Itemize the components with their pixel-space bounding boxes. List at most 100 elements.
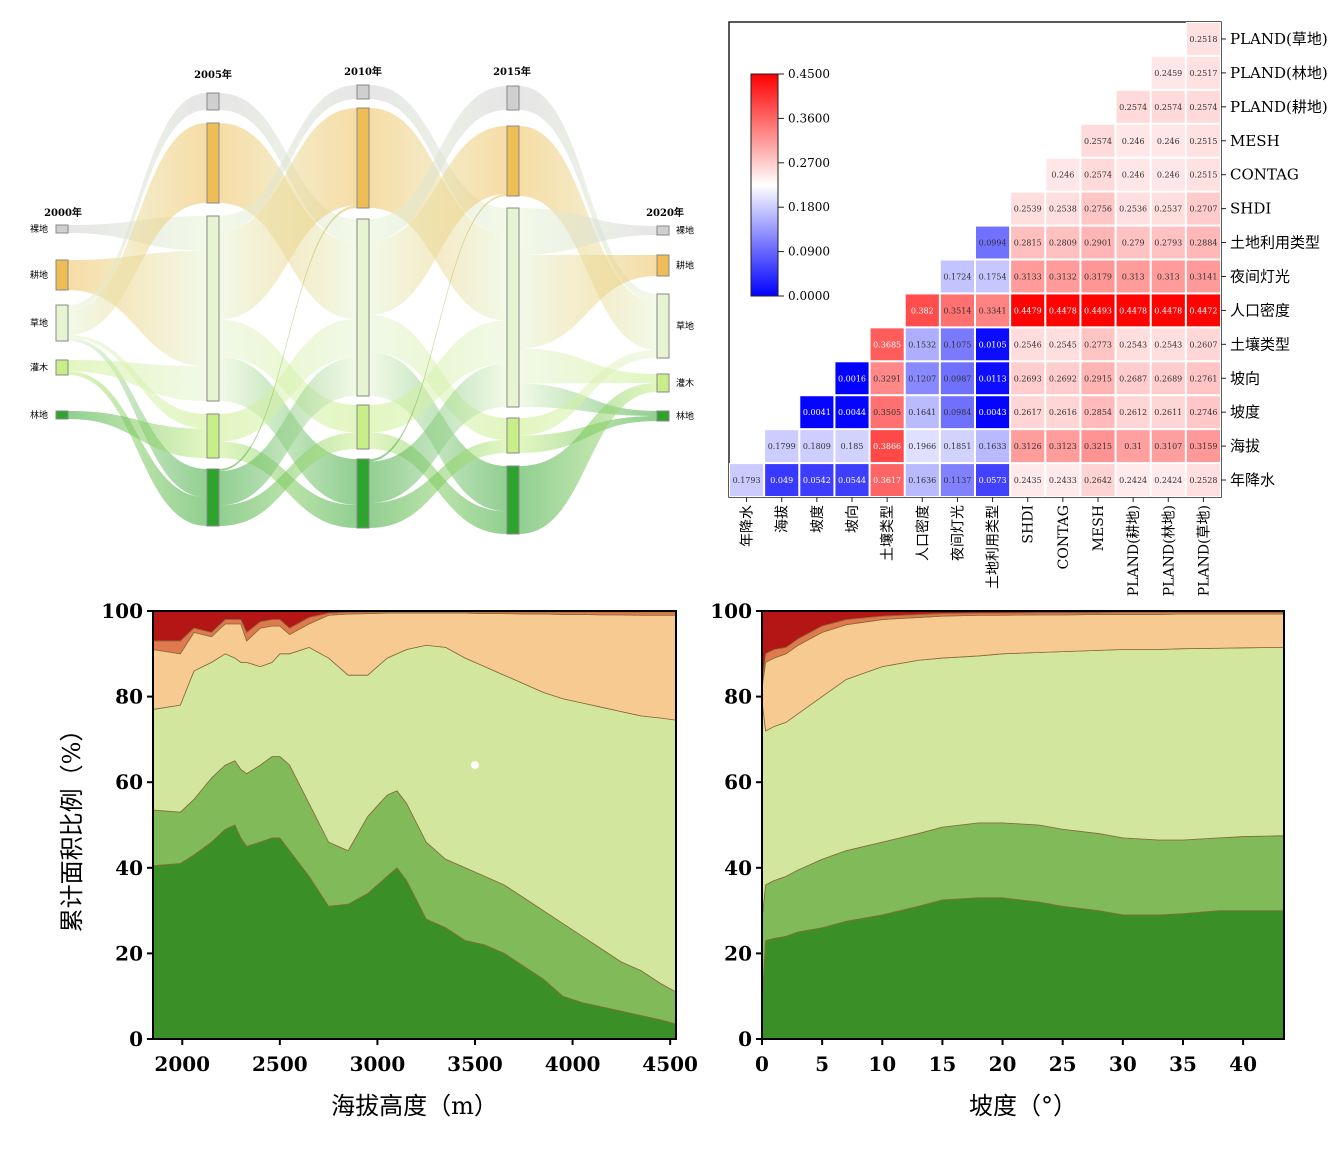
- heatmap-cell-value: 0.246: [1122, 171, 1145, 180]
- sankey-node-label: 裸地: [30, 223, 48, 235]
- sankey-link: [219, 205, 357, 472]
- heatmap-cell: [1185, 361, 1222, 396]
- sankey-node: [206, 122, 220, 204]
- heatmap-cell-value: 0.2574: [1084, 137, 1112, 146]
- heatmap-cell: [1045, 225, 1081, 260]
- row-label: 土地利用类型: [1230, 234, 1320, 252]
- column-label: 人口密度: [914, 505, 931, 561]
- heatmap-cell: [1010, 361, 1046, 396]
- sankey-node: [206, 468, 220, 527]
- y-tick-label: 100: [710, 599, 752, 623]
- heatmap-cell-value: 0.3123: [1049, 442, 1077, 451]
- sankey-node: [55, 304, 69, 342]
- heatmap-cell: [764, 463, 800, 498]
- x-tick-label: 5: [815, 1052, 829, 1076]
- sankey-node: [206, 413, 220, 459]
- heatmap-cell-value: 0.0573: [979, 476, 1007, 485]
- sankey-node: [356, 458, 370, 529]
- heatmap-cell: [939, 327, 975, 362]
- heatmap-cell-value: 0.2707: [1189, 205, 1217, 214]
- column-label: 坡向: [845, 505, 861, 533]
- heatmap-cell-value: 0.313: [1122, 272, 1145, 281]
- heatmap-cell-value: 0.1793: [733, 476, 761, 485]
- heatmap-cell-value: 0.2901: [1084, 239, 1112, 248]
- heatmap-cell-value: 0.2607: [1189, 340, 1217, 349]
- heatmap-cell-value: 0.3141: [1189, 272, 1217, 281]
- heatmap-cell-value: 0.2574: [1189, 103, 1217, 112]
- heatmap-cell: [1045, 293, 1081, 328]
- heatmap-cell: [834, 395, 870, 430]
- heatmap-cell: [1080, 361, 1116, 396]
- heatmap-cell-value: 0.1207: [908, 374, 936, 383]
- x-tick-label: 30: [1109, 1052, 1137, 1076]
- heatmap-cell-value: 0.2537: [1154, 205, 1182, 214]
- sankey-column-label: 2015年: [493, 65, 531, 78]
- heatmap-cell: [1115, 191, 1151, 226]
- heatmap-cell-value: 0.2693: [1014, 374, 1042, 383]
- heatmap-cell-value: 0.1799: [768, 442, 796, 451]
- column-label: MESH: [1091, 505, 1107, 551]
- sankey-node: [656, 373, 670, 393]
- heatmap-cell: [904, 327, 940, 362]
- sankey-link: [519, 254, 657, 349]
- x-tick-label: 40: [1229, 1052, 1257, 1076]
- heatmap-cell: [1080, 395, 1116, 430]
- sankey-column-label: 2020年: [646, 206, 684, 219]
- y-tick-label: 60: [724, 770, 752, 794]
- sankey-node: [506, 465, 520, 535]
- heatmap-cell-value: 0.1633: [979, 442, 1007, 451]
- column-label: PLAND(草地): [1196, 505, 1212, 596]
- column-label: SHDI: [1021, 505, 1037, 544]
- sankey-node: [506, 207, 520, 408]
- row-label: 土壤类型: [1230, 335, 1290, 353]
- heatmap-cell-value: 0.2433: [1049, 476, 1077, 485]
- heatmap-cell: [1115, 429, 1151, 464]
- sankey-column-label: 2000年: [44, 206, 82, 219]
- heatmap-cell-value: 0.2756: [1084, 205, 1112, 214]
- heatmap-cell: [1150, 429, 1186, 464]
- heatmap-cell-value: 0.4478: [1049, 306, 1077, 315]
- row-label: SHDI: [1230, 200, 1271, 218]
- heatmap-cell: [904, 429, 940, 464]
- sankey-node: [206, 215, 220, 402]
- heatmap-cell: [1045, 327, 1081, 362]
- heatmap-cell-value: 0.0043: [979, 408, 1007, 417]
- sankey-node: [206, 92, 220, 111]
- heatmap-cell-value: 0.3505: [873, 408, 901, 417]
- heatmap-cell-value: 0.4493: [1084, 306, 1112, 315]
- colorbar-tick-label: 0.0900: [788, 245, 830, 259]
- heatmap-cell: [1185, 327, 1222, 362]
- x-tick-label: 4000: [545, 1052, 601, 1076]
- heatmap-cell-value: 0.3107: [1154, 442, 1182, 451]
- heatmap-cell-value: 0.2642: [1084, 476, 1112, 485]
- heatmap-cell-value: 0.3159: [1189, 442, 1217, 451]
- sankey-node: [55, 259, 69, 291]
- y-tick-label: 40: [115, 856, 143, 880]
- row-label: 年降水: [1230, 471, 1275, 489]
- heatmap-cell-value: 0.246: [1051, 171, 1074, 180]
- heatmap-cell-value: 0.2574: [1154, 103, 1182, 112]
- heatmap-cell-value: 0.2815: [1014, 239, 1042, 248]
- heatmap-cell-value: 0.3291: [873, 374, 901, 383]
- heatmap-cell: [1080, 259, 1116, 294]
- heatmap-cell: [975, 395, 1011, 430]
- heatmap-cell: [1150, 225, 1186, 260]
- x-axis-label: 坡度（°）: [969, 1092, 1077, 1120]
- heatmap-cell-value: 0.2528: [1189, 476, 1217, 485]
- heatmap-cell: [869, 395, 905, 430]
- heatmap-cell-value: 0.2617: [1014, 408, 1042, 417]
- heatmap-cell: [1115, 395, 1151, 430]
- heatmap-cell-value: 0.2424: [1119, 476, 1147, 485]
- heatmap-cell-value: 0.3179: [1084, 272, 1112, 281]
- heatmap-cell: [904, 361, 940, 396]
- heatmap-cell-value: 0.2545: [1049, 340, 1077, 349]
- sankey-node-label: 林地: [676, 410, 694, 422]
- heatmap-cell: [799, 463, 835, 498]
- heatmap-cell-value: 0.1636: [908, 476, 936, 485]
- colorbar-tick-label: 0.2700: [788, 156, 830, 170]
- heatmap-cell: [1150, 327, 1186, 362]
- heatmap-cell: [1150, 55, 1186, 90]
- heatmap-cell: [1115, 327, 1151, 362]
- heatmap-cell: [1185, 89, 1222, 124]
